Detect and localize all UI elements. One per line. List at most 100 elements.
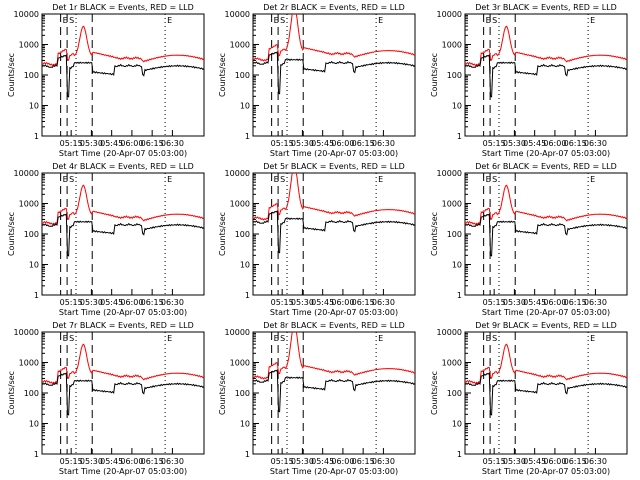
y-tick-label: 1: [34, 132, 39, 141]
time-marker-label: E: [378, 175, 383, 184]
panel-title: Det 3r BLACK = Events, RED = LLD: [475, 3, 617, 12]
y-tick-label: 10: [452, 420, 462, 429]
x-tick-label: 06:15: [564, 298, 587, 307]
y-tick-label: 10: [452, 261, 462, 270]
y-tick-label: 10000: [14, 328, 39, 337]
plot-frame: [464, 172, 628, 296]
y-tick-label: 1000: [230, 359, 250, 368]
y-tick-label: 10000: [437, 169, 462, 178]
x-tick-label: 06:15: [141, 139, 164, 148]
y-axis-label: Counts/sec: [218, 53, 227, 97]
plot-frame: [464, 331, 628, 455]
x-tick-label: 06:00: [543, 139, 566, 148]
panel-title: Det 4r BLACK = Events, RED = LLD: [52, 162, 194, 171]
series-lld: [253, 332, 415, 380]
y-tick-label: 100: [447, 230, 462, 239]
x-axis-label: Start Time (20-Apr-07 05:03:00): [482, 467, 610, 476]
series-events: [42, 213, 204, 257]
x-axis-label: Start Time (20-Apr-07 05:03:00): [59, 149, 187, 158]
panel-8: Det 8r BLACK = Events, RED = LLD 1 10 100 10…: [218, 321, 416, 476]
x-tick-label: 05:45: [523, 139, 546, 148]
series-lld: [465, 343, 627, 385]
x-tick-label: 06:15: [141, 298, 164, 307]
x-tick-label: 06:15: [352, 139, 375, 148]
x-axis-label: Start Time (20-Apr-07 05:03:00): [59, 467, 187, 476]
time-marker-label: E: [274, 175, 279, 184]
x-tick-label: 05:30: [503, 298, 526, 307]
y-tick-label: 1000: [442, 200, 462, 209]
x-tick-label: 06:00: [120, 298, 143, 307]
series-events: [42, 54, 204, 98]
x-tick-label: 06:15: [352, 457, 375, 466]
y-tick-label: 1000: [442, 359, 462, 368]
plot-frame: [41, 13, 205, 137]
series-events: [465, 372, 627, 416]
y-tick-label: 10: [29, 102, 39, 111]
series-events: [253, 51, 415, 95]
x-axis-label: Start Time (20-Apr-07 05:03:00): [270, 308, 398, 317]
panel-2: Det 2r BLACK = Events, RED = LLD 1 10 100 10…: [218, 3, 416, 158]
y-tick-label: 1: [245, 132, 250, 141]
y-tick-label: 1: [34, 291, 39, 300]
x-tick-label: 05:45: [100, 139, 123, 148]
x-tick-label: 05:15: [271, 457, 294, 466]
y-tick-label: 10000: [437, 10, 462, 19]
time-marker-label: E: [486, 16, 491, 25]
time-marker-label: E: [167, 334, 172, 343]
y-tick-label: 100: [235, 71, 250, 80]
time-marker-label: S: [492, 175, 497, 184]
x-tick-label: 06:30: [584, 457, 607, 466]
panel-9: Det 9r BLACK = Events, RED = LLD 1 10 100 10…: [430, 321, 628, 476]
y-tick-label: 1000: [230, 41, 250, 50]
y-tick-label: 100: [24, 389, 39, 398]
time-marker-label: S: [492, 334, 497, 343]
y-tick-label: 1000: [19, 359, 39, 368]
y-tick-label: 100: [447, 71, 462, 80]
y-tick-label: 10: [29, 420, 39, 429]
series-lld: [253, 173, 415, 221]
y-tick-label: 1000: [230, 200, 250, 209]
series-events: [42, 372, 204, 416]
y-axis-label: Counts/sec: [218, 371, 227, 415]
time-marker-label: E: [378, 16, 383, 25]
time-marker-label: E: [590, 175, 595, 184]
x-axis-label: Start Time (20-Apr-07 05:03:00): [270, 149, 398, 158]
y-axis-label: Counts/sec: [7, 371, 16, 415]
x-tick-label: 06:30: [161, 298, 184, 307]
x-tick-label: 05:30: [80, 457, 103, 466]
plot-frame: [252, 331, 416, 455]
x-tick-label: 06:00: [120, 139, 143, 148]
y-tick-label: 10000: [225, 169, 250, 178]
x-tick-label: 05:45: [523, 457, 546, 466]
y-axis-label: Counts/sec: [218, 212, 227, 256]
panel-5: Det 5r BLACK = Events, RED = LLD 1 10 100 10…: [218, 162, 416, 317]
x-tick-label: 05:45: [100, 457, 123, 466]
x-tick-label: 05:30: [80, 298, 103, 307]
plot-frame: [252, 172, 416, 296]
x-tick-label: 06:00: [331, 298, 354, 307]
y-tick-label: 10000: [14, 169, 39, 178]
y-tick-label: 1000: [19, 200, 39, 209]
panel-4: Det 4r BLACK = Events, RED = LLD 1 10 100 10…: [7, 162, 205, 317]
panel-6: Det 6r BLACK = Events, RED = LLD 1 10 100 10…: [430, 162, 628, 317]
x-tick-label: 06:30: [584, 139, 607, 148]
panel-1: Det 1r BLACK = Events, RED = LLD 1 10 100 10…: [7, 3, 205, 158]
x-tick-label: 06:00: [331, 457, 354, 466]
x-axis-label: Start Time (20-Apr-07 05:03:00): [482, 149, 610, 158]
plot-frame: [41, 331, 205, 455]
y-tick-label: 1: [457, 291, 462, 300]
y-tick-label: 1: [457, 132, 462, 141]
x-tick-label: 05:15: [60, 457, 83, 466]
x-tick-label: 05:45: [311, 298, 334, 307]
y-tick-label: 10: [240, 420, 250, 429]
x-tick-label: 05:15: [483, 457, 506, 466]
x-tick-label: 05:45: [523, 298, 546, 307]
panel-3: Det 3r BLACK = Events, RED = LLD 1 10 100 10…: [430, 3, 628, 158]
panel-title: Det 6r BLACK = Events, RED = LLD: [475, 162, 617, 171]
y-tick-label: 100: [235, 389, 250, 398]
time-marker-label: E: [274, 334, 279, 343]
y-tick-label: 1000: [19, 41, 39, 50]
series-events: [253, 210, 415, 254]
y-tick-label: 1000: [442, 41, 462, 50]
